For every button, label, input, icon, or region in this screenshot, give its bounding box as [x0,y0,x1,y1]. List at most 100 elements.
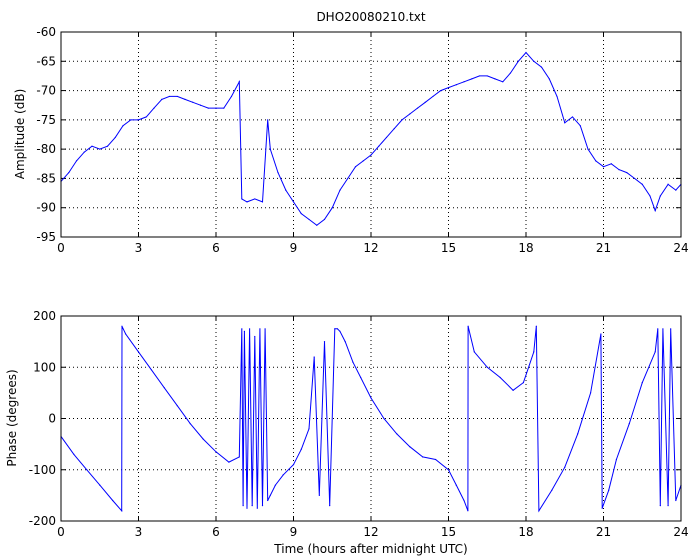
y-tick-label: -65 [36,54,56,68]
data-point [313,356,315,358]
data-point [269,148,271,150]
x-tick-label: 24 [673,525,688,539]
data-point [571,116,574,118]
data-point [579,125,581,127]
data-point [424,101,426,103]
data-point [207,107,209,109]
data-point [122,125,124,127]
data-point [610,163,612,165]
data-point [502,81,504,83]
data-point [587,148,589,150]
data-point [91,145,93,147]
data-point [163,387,165,389]
data-point [667,505,669,507]
data-point [347,177,349,180]
x-tick-label: 12 [363,241,378,255]
phase-plot: 0 3 6 9 12 15 18 21 24 200 100 0 -100 -200 [29,309,689,539]
data-point [248,328,251,330]
data-point [533,60,535,62]
data-point [86,469,88,471]
data-point [385,136,388,139]
data-point [184,98,186,100]
data-point [176,405,178,407]
data-point [331,207,333,209]
y-tick-label: -200 [29,514,56,528]
y-tick-label: -75 [36,113,56,127]
y-axis-label-amplitude: Amplitude (dB) [13,89,27,180]
x-tick-label: 15 [441,241,456,255]
data-point [434,458,437,461]
series-line [60,51,682,226]
data-point [455,84,457,86]
data-point [274,484,277,486]
data-point [440,89,442,92]
data-point [300,212,302,215]
x-tick-label: 6 [212,525,220,539]
y-tick-label: -85 [36,171,56,185]
data-point [522,382,525,384]
data-point [246,507,248,509]
data-point [238,81,240,83]
data-point [360,376,362,379]
data-point [106,145,109,147]
data-point [256,507,258,509]
data-point [153,107,155,109]
data-point [137,119,140,121]
x-tick-label: 21 [596,525,611,539]
data-point [383,417,385,420]
x-tick-label: 21 [596,241,611,255]
data-point [600,333,602,335]
data-point [512,389,514,391]
data-point [525,51,527,54]
data-point [602,166,605,168]
data-point [121,325,123,327]
data-point [378,145,380,147]
data-point [254,198,256,200]
data-point [215,451,217,453]
data-point [354,166,357,168]
data-point [121,510,123,512]
data-point [259,328,261,330]
data-point [486,366,488,368]
axes-frame [60,31,682,238]
y-tick-label: -95 [36,230,56,244]
data-point [659,195,661,197]
data-point [161,98,163,100]
data-point [499,376,501,379]
data-point [261,201,264,203]
data-point [300,448,302,450]
data-point [269,494,271,496]
data-point [370,397,372,399]
y-tick-label: -60 [36,25,56,39]
data-point [564,466,566,468]
data-point [114,136,116,139]
x-tick-label: 18 [518,241,533,255]
y-tick-label: 0 [48,412,56,426]
data-point [251,505,253,507]
data-point [308,428,310,430]
data-point [68,171,70,174]
y-tick-label: -80 [36,142,56,156]
data-point [564,122,566,124]
data-point [267,499,269,502]
data-point [675,499,677,502]
data-point [393,128,395,130]
data-point [654,351,656,353]
data-point [316,224,318,226]
data-point [215,107,217,109]
amplitude-plot: 0 3 6 9 12 15 18 21 24 -60 -65 -70 -75 -80 -85 -90 -95 [36,25,688,255]
data-point [228,461,230,463]
data-point [336,328,339,330]
data-point [601,507,603,509]
y-axis-label-phase: Phase (degrees) [5,369,19,466]
data-point [254,335,256,338]
data-point [176,95,178,98]
x-tick-label: 24 [673,241,688,255]
y-tick-label: 200 [33,309,56,323]
data-point [494,78,496,80]
data-point [471,78,473,80]
x-tick-label: 12 [363,525,378,539]
data-point [277,171,279,174]
data-point [168,95,171,98]
